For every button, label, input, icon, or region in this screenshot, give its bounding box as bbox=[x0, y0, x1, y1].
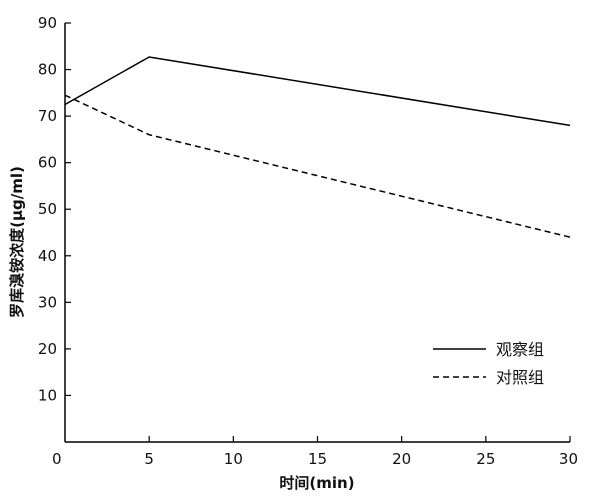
y-tick-label: 70 bbox=[38, 107, 57, 125]
x-tick-label: 5 bbox=[144, 450, 154, 468]
y-tick-label: 40 bbox=[38, 247, 57, 265]
y-tick-label: 90 bbox=[38, 14, 57, 32]
y-tick-label: 80 bbox=[38, 61, 57, 79]
y-tick-label: 30 bbox=[38, 293, 57, 311]
legend-label-1: 观察组 bbox=[496, 340, 544, 359]
legend-label-2: 对照组 bbox=[496, 368, 544, 387]
y-axis-ticks: 10 20 30 40 50 60 70 80 90 bbox=[38, 14, 71, 404]
y-tick-label: 10 bbox=[38, 386, 57, 404]
x-tick-label: 0 bbox=[52, 450, 62, 468]
y-tick-label: 20 bbox=[38, 340, 57, 358]
axes bbox=[64, 23, 570, 443]
x-tick-label: 10 bbox=[224, 450, 243, 468]
x-axis-ticks: 0 5 10 15 20 25 30 bbox=[52, 436, 578, 468]
y-tick-label: 50 bbox=[38, 200, 57, 218]
x-tick-label: 15 bbox=[308, 450, 327, 468]
series-line-2 bbox=[64, 94, 571, 238]
x-tick-label: 25 bbox=[476, 450, 495, 468]
series-lines bbox=[64, 56, 571, 238]
x-axis-title: 时间(min) bbox=[279, 474, 354, 492]
x-tick-label: 20 bbox=[392, 450, 411, 468]
x-tick-label: 30 bbox=[559, 450, 578, 468]
y-axis-title: 罗库溴铵浓度(μg/ml) bbox=[8, 166, 26, 318]
y-tick-label: 60 bbox=[38, 154, 57, 172]
series-line-1 bbox=[64, 56, 571, 127]
